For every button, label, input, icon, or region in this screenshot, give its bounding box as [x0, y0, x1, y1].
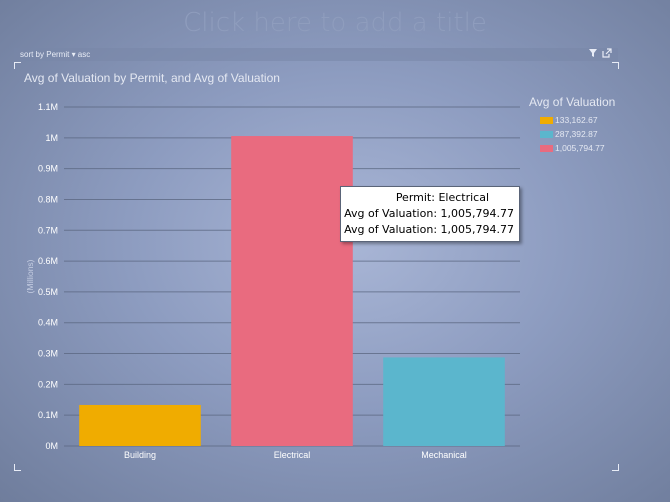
tooltip-permit: Permit: Electrical — [395, 191, 489, 204]
y-tick-label-7: 0.7M — [38, 225, 58, 235]
page-title-placeholder[interactable]: Click here to add a title — [183, 8, 487, 38]
y-tick-label-3: 0.3M — [38, 349, 58, 359]
frame-corner-tl — [14, 62, 21, 69]
frame-corner-br — [612, 464, 619, 471]
popout-icon[interactable] — [602, 48, 612, 58]
tooltip-value-1: Avg of Valuation: 1,005,794.77 — [344, 207, 514, 220]
legend-label-2: 287,392.87 — [555, 129, 598, 139]
y-tick-label-5: 0.5M — [38, 287, 58, 297]
frame-corner-bl — [14, 464, 21, 471]
y-tick-label-11: 1.1M — [38, 102, 58, 112]
legend-swatch-3 — [540, 144, 553, 152]
y-tick-label-10: 1M — [45, 133, 58, 143]
chart-legend: Avg of Valuation 133,162.67 287,392.87 1… — [529, 95, 615, 155]
filter-icon[interactable] — [588, 48, 598, 58]
y-tick-label-0: 0M — [45, 441, 58, 451]
y-tick-label-2: 0.2M — [38, 379, 58, 389]
legend-label-3: 1,005,794.77 — [555, 143, 605, 153]
x-tick-label-1: Electrical — [274, 450, 311, 460]
y-axis-label: (Millions) — [25, 259, 35, 293]
legend-title: Avg of Valuation — [529, 95, 616, 109]
x-tick-label-2: Mechanical — [421, 450, 467, 460]
y-tick-label-6: 0.6M — [38, 256, 58, 266]
y-tick-label-8: 0.8M — [38, 194, 58, 204]
legend-label-1: 133,162.67 — [555, 115, 598, 125]
bar-building[interactable] — [79, 404, 201, 446]
chart-title: Avg of Valuation by Permit, and Avg of V… — [24, 71, 280, 85]
y-tick-label-4: 0.4M — [38, 318, 58, 328]
y-tick-label-9: 0.9M — [38, 164, 58, 174]
legend-item-3[interactable]: 1,005,794.77 — [529, 141, 615, 155]
x-tick-label-0: Building — [124, 450, 156, 460]
frame-corner-tr — [612, 62, 619, 69]
tooltip-value-2: Avg of Valuation: 1,005,794.77 — [344, 223, 514, 236]
legend-swatch-1 — [540, 116, 553, 124]
y-tick-label-1: 0.1M — [38, 410, 58, 420]
legend-item-1[interactable]: 133,162.67 — [529, 113, 615, 127]
sort-control[interactable]: sort by Permit ▾ asc — [20, 50, 91, 59]
legend-item-2[interactable]: 287,392.87 — [529, 127, 615, 141]
chart-tooltip: Permit: Electrical Avg of Valuation: 1,0… — [340, 186, 520, 242]
bar-electrical[interactable] — [231, 136, 353, 446]
legend-swatch-2 — [540, 130, 553, 138]
chart-toolbar: sort by Permit ▾ asc — [14, 48, 618, 61]
bar-mechanical[interactable] — [383, 357, 505, 446]
